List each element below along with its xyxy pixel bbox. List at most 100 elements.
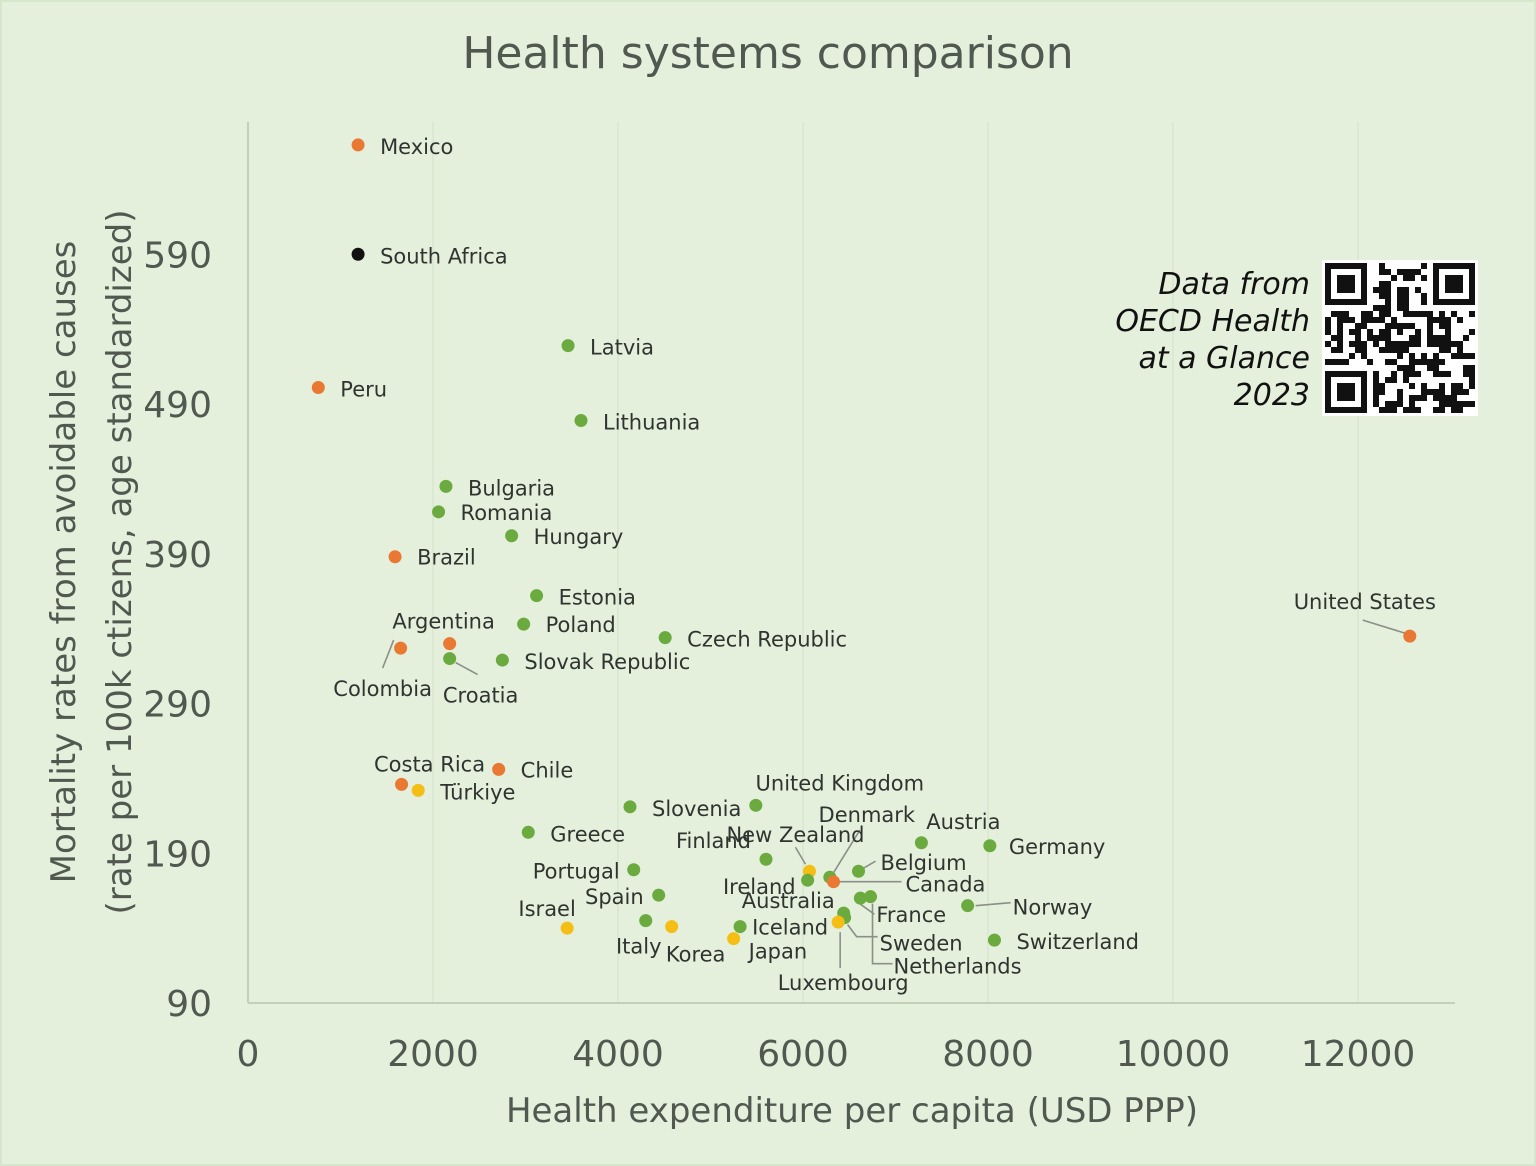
label-united-states: United States [1294, 590, 1436, 614]
point-slovak-republic [495, 653, 509, 667]
y-tick-90: 90 [166, 984, 212, 1025]
point-turkiye [411, 783, 425, 797]
point-bulgaria [439, 479, 453, 493]
label-luxembourg: Luxembourg [778, 971, 909, 995]
x-tick-labels: 0 2000 4000 6000 8000 10000 12000 [237, 1034, 1416, 1075]
point-colombia [394, 641, 408, 655]
point-slovenia [623, 800, 637, 814]
label-greece: Greece [550, 822, 625, 846]
point-italy [639, 914, 653, 928]
point-portugal [627, 863, 641, 877]
point-estonia [530, 589, 544, 603]
y-tick-590: 590 [143, 235, 212, 276]
x-axis-title: Health expenditure per capita (USD PPP) [506, 1091, 1198, 1131]
chart-title: Health systems comparison [462, 28, 1073, 79]
label-latvia: Latvia [590, 336, 654, 360]
label-argentina: Argentina [392, 610, 494, 634]
source-note-line-1: Data from [1158, 267, 1310, 302]
label-czech-republic: Czech Republic [687, 628, 847, 652]
point-france [853, 891, 867, 905]
qr-finder-center-2 [1337, 383, 1355, 401]
point-chile [492, 762, 506, 776]
point-spain [652, 888, 666, 902]
point-argentina [443, 637, 457, 651]
y-tick-490: 490 [143, 385, 212, 426]
label-costa-rica: Costa Rica [374, 752, 485, 776]
qr-finder-2 [1325, 371, 1367, 413]
point-norway [961, 899, 975, 913]
label-belgium: Belgium [881, 851, 967, 875]
point-luxembourg [831, 915, 845, 929]
point-austria [914, 836, 928, 850]
x-tick-10000: 10000 [1116, 1034, 1231, 1075]
qr-code [1322, 260, 1478, 416]
y-axis-title-line-2: (rate per 100k ctizens, age standardized… [100, 210, 140, 915]
leader-united-states [1362, 619, 1406, 634]
source-note-line-3: at a Glance [1138, 341, 1310, 376]
point-brazil [388, 550, 402, 564]
leader-new-zealand [794, 846, 807, 865]
qr-finder-0 [1325, 263, 1367, 305]
source-note-line-4: 2023 [1234, 378, 1310, 413]
point-poland [517, 617, 531, 631]
label-france: France [876, 903, 946, 927]
point-peru [311, 381, 325, 395]
label-netherlands: Netherlands [894, 955, 1022, 979]
point-korea [665, 920, 679, 934]
y-tick-labels: 90 190 290 390 490 590 [143, 235, 212, 1025]
point-croatia [443, 652, 457, 666]
y-tick-390: 390 [143, 535, 212, 576]
label-peru: Peru [340, 378, 387, 402]
x-tick-8000: 8000 [942, 1034, 1034, 1075]
qr-modules [1325, 263, 1475, 413]
label-spain: Spain [585, 885, 644, 909]
leader-belgium [863, 860, 876, 869]
point-netherlands [864, 890, 878, 904]
label-slovenia: Slovenia [652, 797, 741, 821]
leader-denmark [833, 829, 861, 873]
label-germany: Germany [1009, 835, 1106, 859]
label-united-kingdom: United Kingdom [756, 771, 925, 795]
point-japan [727, 932, 741, 946]
label-estonia: Estonia [559, 586, 636, 610]
label-new-zealand: New Zealand [726, 823, 864, 847]
label-poland: Poland [546, 613, 616, 637]
point-canada [827, 875, 841, 889]
label-mexico: Mexico [380, 135, 453, 159]
label-slovak-republic: Slovak Republic [524, 650, 690, 674]
point-labels: Mexico South Africa Peru Latvia Lithuania Bul… [333, 135, 1436, 995]
label-canada: Canada [906, 873, 986, 897]
y-tick-290: 290 [143, 685, 212, 726]
x-tick-0: 0 [237, 1034, 260, 1075]
label-portugal: Portugal [533, 860, 620, 884]
source-note: Data from OECD Health at a Glance 2023 [1115, 267, 1310, 413]
label-italy: Italy [616, 935, 662, 959]
qr-finder-1 [1433, 263, 1475, 305]
point-belgium [852, 864, 865, 878]
leader-norway [975, 901, 1011, 907]
leader-lines [381, 619, 1406, 969]
leader-colombia [381, 639, 395, 669]
label-brazil: Brazil [417, 546, 476, 570]
label-korea: Korea [666, 943, 726, 967]
point-costa-rica [395, 777, 409, 791]
label-sweden: Sweden [880, 932, 963, 956]
label-ireland: Ireland [723, 875, 796, 899]
label-lithuania: Lithuania [603, 410, 700, 434]
point-lithuania [574, 413, 588, 427]
source-note-line-2: OECD Health [1115, 304, 1310, 339]
label-croatia: Croatia [443, 684, 519, 708]
y-tick-190: 190 [143, 834, 212, 875]
point-south-africa [351, 247, 365, 261]
point-czech-republic [658, 631, 672, 645]
point-iceland [733, 920, 747, 934]
label-finland: Finland [676, 829, 751, 853]
label-south-africa: South Africa [380, 244, 508, 268]
x-tick-6000: 6000 [757, 1034, 849, 1075]
label-iceland: Iceland [752, 916, 828, 940]
y-axis-title-line-1: Mortality rates from avoidable causes [44, 241, 84, 884]
point-greece [521, 825, 535, 839]
label-romania: Romania [461, 501, 553, 525]
